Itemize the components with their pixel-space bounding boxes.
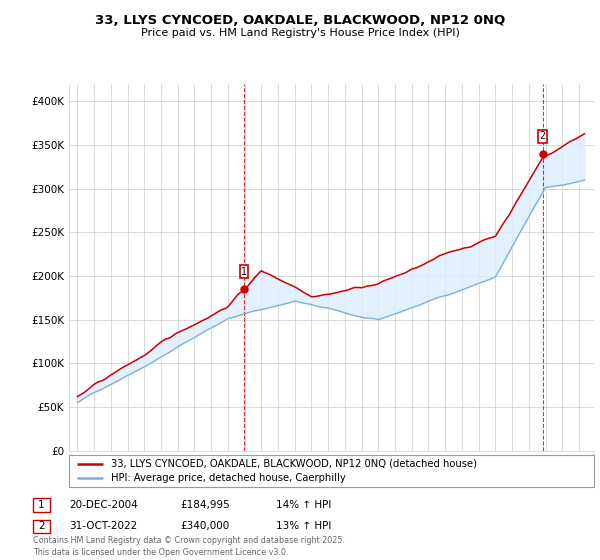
Text: £184,995: £184,995 xyxy=(180,500,230,510)
Text: 14% ↑ HPI: 14% ↑ HPI xyxy=(276,500,331,510)
Text: HPI: Average price, detached house, Caerphilly: HPI: Average price, detached house, Caer… xyxy=(111,473,346,483)
Text: £340,000: £340,000 xyxy=(180,521,229,531)
Text: 1: 1 xyxy=(241,267,247,277)
Text: 33, LLYS CYNCOED, OAKDALE, BLACKWOOD, NP12 0NQ: 33, LLYS CYNCOED, OAKDALE, BLACKWOOD, NP… xyxy=(95,14,505,27)
Text: 2: 2 xyxy=(38,521,45,531)
Text: Contains HM Land Registry data © Crown copyright and database right 2025.
This d: Contains HM Land Registry data © Crown c… xyxy=(33,536,345,557)
Text: 1: 1 xyxy=(38,500,45,510)
Text: 2: 2 xyxy=(540,132,545,141)
Text: 31-OCT-2022: 31-OCT-2022 xyxy=(69,521,137,531)
Text: 13% ↑ HPI: 13% ↑ HPI xyxy=(276,521,331,531)
Text: 20-DEC-2004: 20-DEC-2004 xyxy=(69,500,138,510)
Text: Price paid vs. HM Land Registry's House Price Index (HPI): Price paid vs. HM Land Registry's House … xyxy=(140,28,460,38)
Text: 33, LLYS CYNCOED, OAKDALE, BLACKWOOD, NP12 0NQ (detached house): 33, LLYS CYNCOED, OAKDALE, BLACKWOOD, NP… xyxy=(111,459,477,469)
